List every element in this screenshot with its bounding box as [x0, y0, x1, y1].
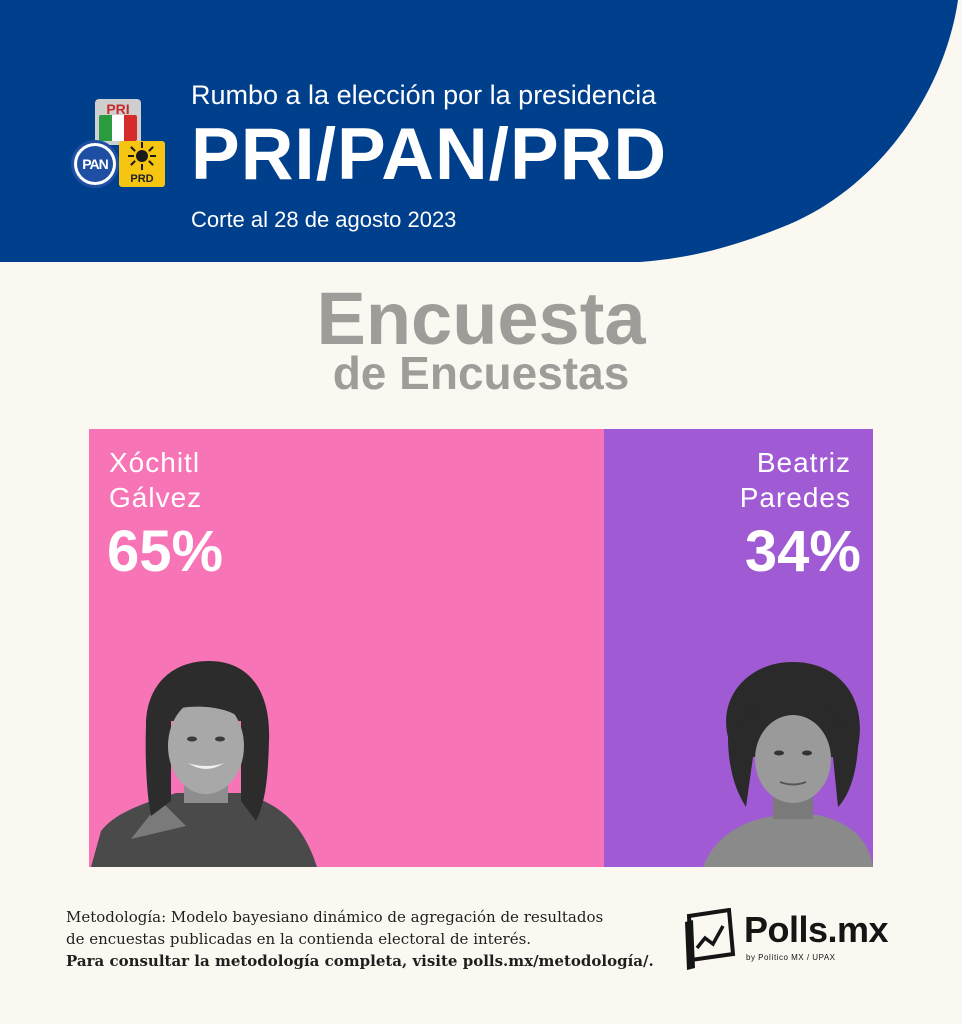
- header-subtitle: Rumbo a la elección por la presidencia: [191, 80, 657, 110]
- header-date: Corte al 28 de agosto 2023: [191, 207, 457, 232]
- methodology-note: Metodología: Modelo bayesiano dinámico d…: [66, 906, 676, 972]
- pan-logo-text: PAN: [77, 146, 113, 182]
- main-title: Encuesta: [316, 277, 646, 360]
- methodology-link[interactable]: Para consultar la metodología completa, …: [66, 952, 654, 970]
- candidate-photo-beatriz-paredes: [703, 662, 873, 867]
- main-subtitle: de Encuestas: [332, 347, 630, 399]
- bar-xochitl-galvez: Xóchitl Gálvez 65%: [89, 429, 604, 867]
- poll-bar-chart: Xóchitl Gálvez 65% Beatriz Paredes 34%: [89, 429, 873, 867]
- header-title: PRI/PAN/PRD: [191, 114, 668, 195]
- candidate-last-name: Paredes: [739, 482, 851, 513]
- header-background: [0, 0, 958, 262]
- candidate-photo-xochitl-galvez: [91, 661, 317, 867]
- pan-logo: PAN: [71, 140, 119, 188]
- candidate-percentage: 34%: [744, 519, 861, 584]
- polls-mx-logo-icon: [685, 908, 736, 970]
- methodology-text-1: Metodología: Modelo bayesiano dinámico d…: [66, 908, 604, 926]
- methodology-text-2: de encuestas publicadas en la contienda …: [66, 930, 532, 948]
- candidate-percentage: 65%: [107, 519, 224, 584]
- candidate-name: Xóchitl Gálvez: [109, 445, 202, 515]
- polls-mx-byline: by Político MX / UPAX: [746, 953, 836, 962]
- bar-beatriz-paredes: Beatriz Paredes 34%: [604, 429, 873, 867]
- candidate-last-name: Gálvez: [109, 482, 203, 513]
- prd-logo-text: PRD: [130, 173, 154, 185]
- pri-logo: PRI: [95, 99, 141, 145]
- polls-mx-brand: Polls.mx: [744, 909, 889, 950]
- prd-logo: PRD: [119, 141, 165, 187]
- sun-icon: [128, 142, 156, 170]
- candidate-name: Beatriz Paredes: [740, 445, 851, 515]
- pri-logo-text: PRI: [106, 101, 130, 117]
- candidate-first-name: Beatriz: [756, 447, 851, 478]
- candidate-first-name: Xóchitl: [109, 447, 201, 478]
